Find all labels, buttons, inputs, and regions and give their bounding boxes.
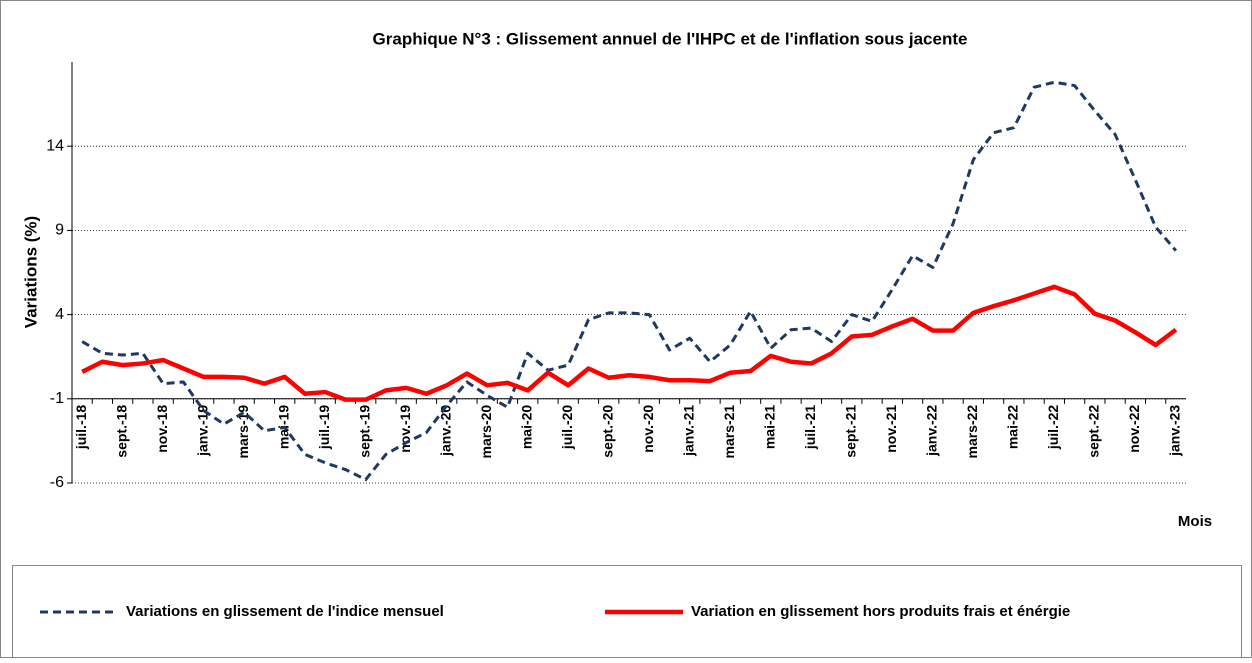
y-axis-label: Variations (%) xyxy=(21,216,40,328)
x-tick-label: juil.-22 xyxy=(1045,405,1061,451)
x-tick-label: juil.-19 xyxy=(316,405,332,451)
y-tick-label: 4 xyxy=(55,306,64,323)
legend-label: Variations en glissement de l'indice men… xyxy=(126,603,444,620)
x-tick-label: janv.-23 xyxy=(1167,405,1183,457)
x-tick-label: sept.-22 xyxy=(1086,405,1102,458)
y-tick-label: -1 xyxy=(50,390,64,407)
x-tick-label: janv.-19 xyxy=(194,405,210,457)
x-tick-label: mai-20 xyxy=(518,405,534,450)
x-tick-label: janv.-22 xyxy=(924,405,940,457)
x-axis-label: Mois xyxy=(1178,513,1212,530)
x-tick-label: nov.-21 xyxy=(883,405,899,453)
x-tick-label: nov.-18 xyxy=(154,405,170,453)
x-tick-label: mars-19 xyxy=(235,405,251,459)
x-tick-label: nov.-22 xyxy=(1126,405,1142,453)
series-line xyxy=(81,284,1178,402)
x-tick-label: nov.-19 xyxy=(397,405,413,453)
x-tick-label: sept.-21 xyxy=(843,405,859,458)
x-tick-label: juil.-18 xyxy=(73,405,89,451)
legend-box xyxy=(12,565,1242,663)
x-tick-label: nov.-20 xyxy=(640,405,656,453)
x-tick-label: janv.-21 xyxy=(680,405,696,457)
x-tick-label: mai-22 xyxy=(1005,405,1021,450)
x-tick-label: janv.-20 xyxy=(437,405,453,457)
y-tick-label: 9 xyxy=(55,222,64,239)
chart-title: Graphique N°3 : Glissement annuel de l'I… xyxy=(373,29,968,48)
y-tick-label: 14 xyxy=(46,137,64,154)
y-tick-label: -6 xyxy=(50,474,64,491)
legend-label: Variation en glissement hors produits fr… xyxy=(691,603,1070,620)
x-tick-label: sept.-19 xyxy=(356,405,372,458)
x-tick-label: mai-21 xyxy=(761,405,777,450)
x-tick-label: juil.-21 xyxy=(802,405,818,451)
x-tick-label: mars-20 xyxy=(478,405,494,459)
x-tick-label: juil.-20 xyxy=(559,405,575,451)
x-tick-label: mars-21 xyxy=(721,405,737,459)
x-tick-label: sept.-20 xyxy=(599,405,615,458)
x-tick-label: sept.-18 xyxy=(113,405,129,458)
x-tick-label: mars-22 xyxy=(964,405,980,459)
